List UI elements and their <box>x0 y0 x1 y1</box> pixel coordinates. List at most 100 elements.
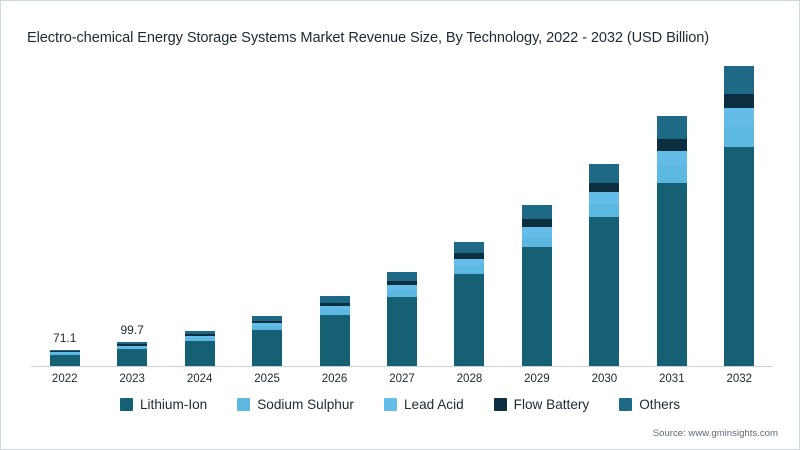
bar-segment[interactable] <box>252 315 283 321</box>
bar-segment[interactable] <box>319 315 350 366</box>
legend-label: Others <box>639 397 681 412</box>
bar-segment[interactable] <box>252 326 283 330</box>
bar-group[interactable]: 71.1 <box>49 331 80 366</box>
bar-value-label: 71.1 <box>53 330 77 345</box>
bar-segment[interactable] <box>117 341 148 345</box>
legend-item[interactable]: Flow Battery <box>493 397 590 412</box>
legend-item[interactable]: Others <box>619 397 680 412</box>
bar-segment[interactable] <box>387 271 417 281</box>
legend-swatch-icon <box>619 398 633 411</box>
x-tick-label: 2028 <box>456 373 483 385</box>
legend-item[interactable]: Sodium Sulphur <box>237 397 354 412</box>
bar-segment[interactable] <box>589 191 620 204</box>
bar-segment[interactable] <box>589 163 620 183</box>
legend-swatch-icon <box>119 398 133 411</box>
legend-item[interactable]: Lead Acid <box>383 397 464 412</box>
bar-segment[interactable] <box>521 236 552 248</box>
legend-item[interactable]: Lithium-Ion <box>119 397 208 412</box>
bar-segment[interactable] <box>724 108 755 127</box>
bar-segment[interactable] <box>252 323 283 327</box>
bar-segment[interactable] <box>454 266 485 275</box>
bar-segment[interactable] <box>589 203 620 217</box>
bar-segment[interactable] <box>319 305 350 311</box>
x-tick-label: 2032 <box>726 373 753 385</box>
bar-segment[interactable] <box>454 253 485 259</box>
bar-group[interactable] <box>387 271 417 366</box>
x-tick-label: 2022 <box>51 373 78 385</box>
bar-segment[interactable] <box>319 310 350 316</box>
bar-segment[interactable] <box>184 334 215 336</box>
legend-label: Lead Acid <box>403 397 464 412</box>
bar-group[interactable] <box>454 241 485 366</box>
bar-segment[interactable] <box>252 329 283 366</box>
bar-segment[interactable] <box>49 349 80 352</box>
bar-segment[interactable] <box>656 166 687 183</box>
bar-segment[interactable] <box>387 297 417 366</box>
chart-legend: Lithium-Ion Sodium Sulphur Lead Acid Flow B… <box>1 397 799 412</box>
bar-segment[interactable] <box>319 296 350 303</box>
bar-segment[interactable] <box>656 116 687 140</box>
bar-segment[interactable] <box>49 351 80 353</box>
bar-segment[interactable] <box>656 150 687 167</box>
legend-label: Flow Battery <box>513 397 590 412</box>
bar-segment[interactable] <box>184 338 215 341</box>
x-tick-label: 2023 <box>119 373 145 385</box>
bar-segment[interactable] <box>724 94 755 109</box>
bar-segment[interactable] <box>117 345 148 348</box>
bar-segment[interactable] <box>319 302 350 306</box>
bar-segment[interactable] <box>117 344 148 346</box>
bar-group[interactable]: 99.7 <box>117 323 148 366</box>
x-axis-line <box>31 366 773 367</box>
bar-segment[interactable] <box>724 146 755 366</box>
legend-swatch-icon <box>493 398 507 411</box>
bar-segment[interactable] <box>387 284 417 291</box>
bar-segment[interactable] <box>184 335 215 339</box>
bar-value-label: 99.7 <box>120 322 144 337</box>
source-note: Source: www.gminsights.com <box>652 428 778 439</box>
legend-label: Lithium-Ion <box>139 397 208 412</box>
bar-segment[interactable] <box>656 139 687 151</box>
bar-segment[interactable] <box>724 66 755 95</box>
bar-segment[interactable] <box>49 353 80 355</box>
x-tick-label: 2030 <box>591 373 618 385</box>
bar-group[interactable] <box>656 116 687 366</box>
bar-segment[interactable] <box>387 290 417 298</box>
x-tick-label: 2026 <box>321 373 348 385</box>
bar-group[interactable] <box>589 163 620 366</box>
bar-segment[interactable] <box>49 354 80 366</box>
bar-group[interactable] <box>724 66 755 366</box>
chart-title: Electro-chemical Energy Storage Systems … <box>27 30 710 46</box>
bar-group[interactable] <box>252 315 283 366</box>
x-tick-label: 2027 <box>389 373 415 385</box>
bar-segment[interactable] <box>521 226 552 237</box>
x-tick-label: 2029 <box>524 373 550 385</box>
bar-group[interactable] <box>521 204 552 366</box>
bar-group[interactable] <box>184 330 215 366</box>
bar-segment[interactable] <box>656 182 687 366</box>
bar-segment[interactable] <box>724 126 755 147</box>
plot-area: 71.1 99.7 <box>31 63 773 366</box>
bar-segment[interactable] <box>454 241 485 254</box>
bar-segment[interactable] <box>521 204 552 220</box>
bar-segment[interactable] <box>184 330 215 335</box>
x-tick-label: 2024 <box>186 373 213 385</box>
bar-group[interactable] <box>319 296 350 366</box>
bar-segment[interactable] <box>387 280 417 285</box>
x-tick-label: 2025 <box>254 373 280 385</box>
legend-swatch-icon <box>237 398 251 411</box>
legend-label: Sodium Sulphur <box>257 397 354 412</box>
legend-swatch-icon <box>383 398 397 411</box>
x-tick-label: 2031 <box>659 373 685 385</box>
bar-segment[interactable] <box>49 352 80 354</box>
bar-segment[interactable] <box>521 247 552 366</box>
bar-segment[interactable] <box>184 340 215 366</box>
bar-segment[interactable] <box>117 347 148 349</box>
bar-segment[interactable] <box>589 182 620 192</box>
bar-segment[interactable] <box>589 216 620 366</box>
bar-segment[interactable] <box>521 219 552 227</box>
bar-segment[interactable] <box>454 258 485 267</box>
bar-segment[interactable] <box>252 320 283 324</box>
bar-segment[interactable] <box>117 348 148 366</box>
bar-segment[interactable] <box>454 274 485 366</box>
